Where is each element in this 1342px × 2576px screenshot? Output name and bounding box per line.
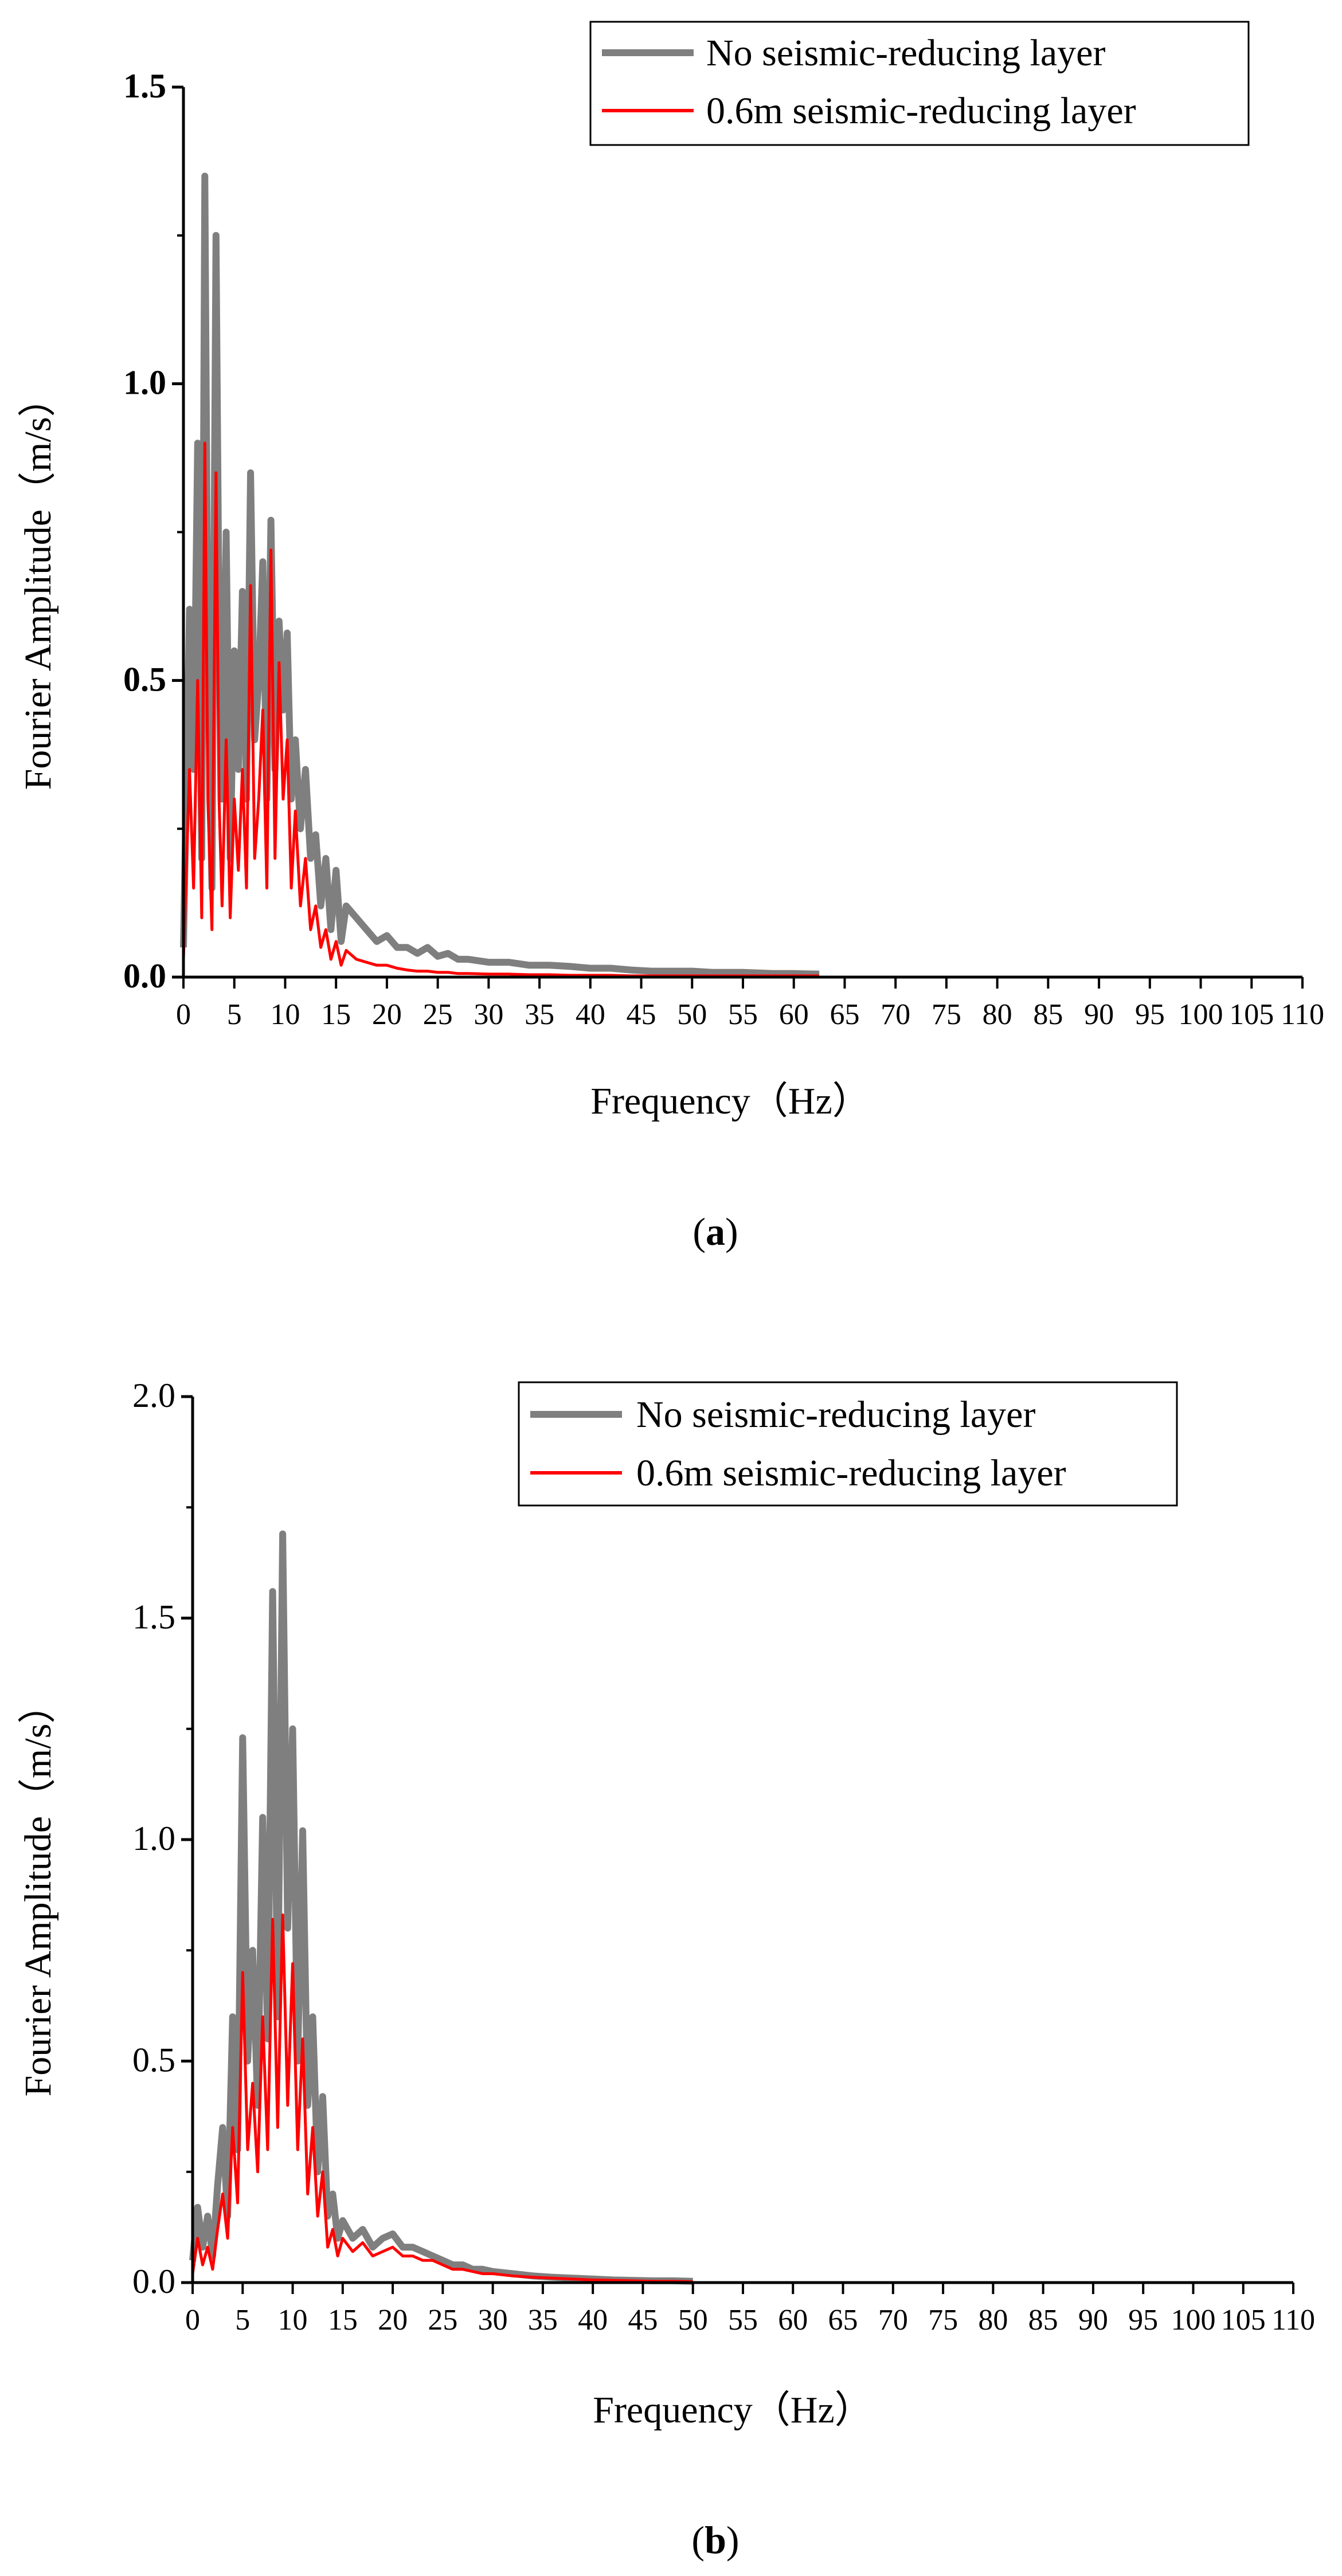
chart-b-x-tick-label: 20: [378, 2304, 408, 2336]
chart-a-x-tick-label: 100: [1179, 998, 1223, 1031]
chart-b-x-tick-label: 0: [185, 2304, 200, 2336]
chart-a-legend: No seismic-reducing layer 0.6m seismic-r…: [589, 21, 1250, 146]
chart-a-x-tick-label: 75: [932, 998, 961, 1031]
chart-b-x-tick-label: 90: [1078, 2304, 1108, 2336]
chart-b-x-tick-label: 110: [1271, 2304, 1315, 2336]
chart-b-legend-box: [518, 1381, 1178, 1507]
chart-a: 0.0 0.5 1.0 1.5 0 5 10 15 20 25 30 35 40 45 50 55 60 65 70…: [17, 21, 1324, 1253]
chart-a-series-1-line: [182, 441, 820, 978]
chart-a-x-tick-label: 10: [270, 998, 300, 1031]
chart-b-x-tick-label: 30: [478, 2304, 508, 2336]
chart-b-y-tick-label: 2.0: [132, 1377, 175, 1414]
chart-b-x-tick-label: 85: [1028, 2304, 1058, 2336]
chart-b-x-tick-label: 5: [235, 2304, 250, 2336]
chart-b-series-1-line: [191, 1913, 693, 2283]
chart-b-xlabel: Frequency（Hz）: [593, 2389, 873, 2431]
chart-b-y-tick-label: 1.0: [132, 1820, 175, 1857]
chart-b-legend: No seismic-reducing layer 0.6m seismic-r…: [518, 1381, 1178, 1507]
chart-b-x-tick-label: 70: [878, 2304, 908, 2336]
chart-b-x-tick-label: 50: [678, 2304, 708, 2336]
chart-b-legend-label-0: No seismic-reducing layer: [636, 1394, 1035, 1436]
chart-a-series-0-line: [180, 172, 820, 978]
chart-a-x-tick-label: 85: [1033, 998, 1063, 1031]
chart-a-x-tick-label: 20: [372, 998, 402, 1031]
chart-b-x-tick-label: 65: [828, 2304, 858, 2336]
chart-a-x-tick-label: 45: [627, 998, 656, 1031]
chart-a-y-tick-label: 0.5: [123, 660, 166, 698]
chart-b-x-tick-label: 35: [528, 2304, 558, 2336]
chart-b-series-0-line: [189, 1530, 693, 2285]
chart-a-legend-label-1: 0.6m seismic-reducing layer: [706, 90, 1136, 132]
chart-a-x-tick-label: 0: [176, 998, 191, 1031]
chart-a-x-tick-label: 60: [779, 998, 809, 1031]
chart-a-x-tick-label: 55: [728, 998, 758, 1031]
chart-a-x-tick-label: 95: [1135, 998, 1165, 1031]
chart-a-x-tick-label: 110: [1281, 998, 1324, 1031]
chart-b-y-tick-label: 1.5: [132, 1598, 175, 1636]
chart-b-ylabel: Fourier Amplitude（m/s）: [17, 1686, 59, 2097]
chart-a-x-tick-label: 15: [321, 998, 351, 1031]
chart-a-x-tick-label: 65: [830, 998, 859, 1031]
chart-b-x-tick-label: 95: [1128, 2304, 1158, 2336]
chart-b-x-tick-label: 60: [778, 2304, 808, 2336]
chart-b-x-tick-label: 10: [278, 2304, 308, 2336]
chart-a-y-tick-label: 0.0: [123, 957, 166, 995]
chart-a-x-tick-label: 105: [1229, 998, 1274, 1031]
chart-a-x-tick-label: 35: [525, 998, 554, 1031]
chart-b-caption: (b): [691, 2518, 739, 2562]
chart-a-x-tick-label: 5: [227, 998, 242, 1031]
chart-b-x-tick-label: 25: [428, 2304, 457, 2336]
chart-b-x-tick-label: 105: [1221, 2304, 1266, 2336]
chart-a-x-tick-label: 25: [423, 998, 453, 1031]
chart-b-x-tick-label: 100: [1171, 2304, 1215, 2336]
chart-a-x-tick-label: 80: [983, 998, 1012, 1031]
chart-a-caption: (a): [692, 1210, 738, 1253]
chart-a-legend-label-0: No seismic-reducing layer: [706, 32, 1105, 74]
chart-a-plot: [180, 172, 820, 978]
chart-a-axes: 0.0 0.5 1.0 1.5 0 5 10 15 20 25 30 35 40 45 50 55 60 65 70…: [123, 67, 1324, 1031]
chart-a-y-tick-label: 1.5: [123, 67, 166, 105]
chart-b-x-tick-label: 80: [978, 2304, 1008, 2336]
chart-a-ylabel: Fourier Amplitude（m/s）: [17, 379, 59, 790]
chart-b-x-tick-label: 15: [328, 2304, 358, 2336]
chart-b-x-tick-label: 40: [578, 2304, 608, 2336]
chart-b-x-tick-label: 45: [628, 2304, 658, 2336]
chart-a-xlabel: Frequency（Hz）: [590, 1080, 870, 1122]
chart-a-x-tick-label: 40: [576, 998, 605, 1031]
chart-a-x-tick-label: 50: [677, 998, 707, 1031]
chart-a-x-tick-label: 90: [1084, 998, 1114, 1031]
chart-b-x-tick-label: 55: [728, 2304, 758, 2336]
chart-a-y-tick-label: 1.0: [123, 364, 166, 402]
chart-b-y-tick-label: 0.0: [132, 2263, 175, 2300]
chart-a-x-tick-label: 30: [474, 998, 503, 1031]
chart-b-legend-label-1: 0.6m seismic-reducing layer: [636, 1452, 1066, 1494]
chart-b-y-tick-label: 0.5: [132, 2041, 175, 2079]
chart-b-axes: 0.0 0.5 1.0 1.5 2.0 0 5 10 15 20 25 30 35 40 45 50 55 60 6…: [132, 1377, 1315, 2336]
chart-a-legend-box: [589, 21, 1250, 146]
chart-b-x-tick-label: 75: [928, 2304, 958, 2336]
chart-b: 0.0 0.5 1.0 1.5 2.0 0 5 10 15 20 25 30 35 40 45 50 55 60 6…: [17, 1377, 1315, 2562]
chart-a-x-tick-label: 70: [881, 998, 910, 1031]
chart-b-plot: [189, 1530, 693, 2285]
